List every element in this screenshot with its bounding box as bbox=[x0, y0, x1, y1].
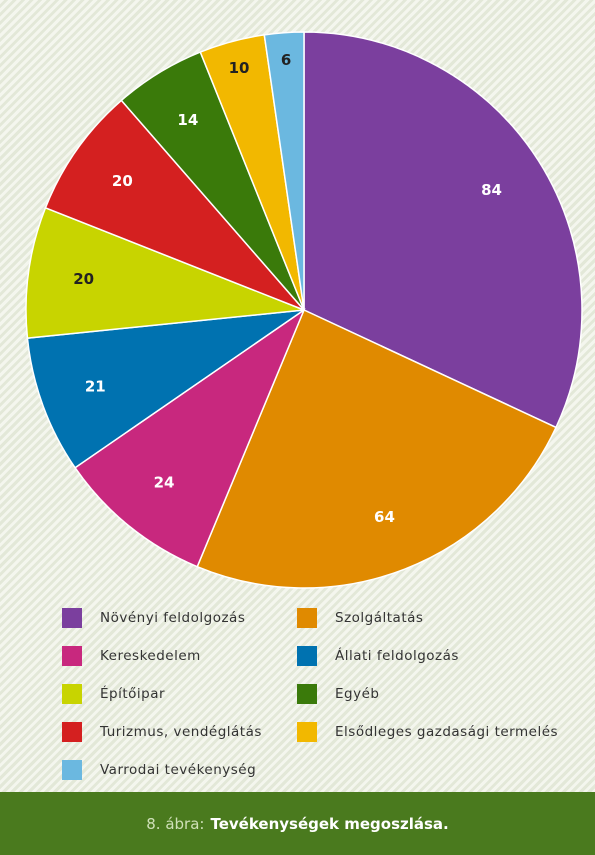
legend-label: Növényi feldolgozás bbox=[100, 610, 245, 626]
pie-slice bbox=[26, 309, 305, 469]
legend-swatch bbox=[62, 760, 82, 780]
chart: 84 64 24 21 20 20 14 10 6 Növényi feldolgozás Szol… bbox=[25, 31, 583, 780]
data-label: 24 bbox=[154, 473, 175, 491]
pie-slice bbox=[263, 31, 305, 311]
pie-slice bbox=[196, 308, 557, 589]
data-label: 84 bbox=[481, 181, 502, 199]
legend-swatch bbox=[62, 646, 82, 666]
pie-slice bbox=[25, 206, 305, 340]
legend-label: Egyéb bbox=[335, 686, 379, 702]
legend-swatch bbox=[297, 646, 317, 666]
data-label: 14 bbox=[177, 111, 198, 129]
legend-label: Kereskedelem bbox=[100, 648, 201, 664]
data-label: 21 bbox=[85, 377, 106, 395]
data-label: 64 bbox=[374, 508, 395, 526]
legend-label: Szolgáltatás bbox=[335, 610, 423, 626]
legend-swatch bbox=[297, 722, 317, 742]
pie-slice bbox=[303, 31, 583, 429]
legend-label: Elsődleges gazdasági termelés bbox=[335, 724, 558, 740]
legend-label: Építőipar bbox=[100, 685, 165, 702]
data-label: 6 bbox=[281, 51, 291, 69]
pie-slice bbox=[44, 99, 305, 311]
legend-swatch bbox=[62, 722, 82, 742]
legend-swatch bbox=[297, 608, 317, 628]
figure-label: 8. ábra: bbox=[146, 814, 205, 833]
chart-title: Tevékenységek megoszlása. bbox=[210, 814, 449, 833]
legend-swatch bbox=[297, 684, 317, 704]
pie-slice bbox=[74, 307, 306, 568]
data-label: 20 bbox=[112, 172, 133, 190]
legend-label: Varrodai tevékenység bbox=[100, 762, 256, 778]
caption-bar: 8. ábra: Tevékenységek megoszlása. bbox=[0, 792, 595, 855]
legend-swatch bbox=[62, 608, 82, 628]
data-label: 20 bbox=[73, 270, 94, 288]
legend-label: Állati feldolgozás bbox=[335, 647, 459, 664]
data-label: 10 bbox=[229, 59, 250, 77]
legend-label: Turizmus, vendéglátás bbox=[99, 724, 262, 740]
legend-swatch bbox=[62, 684, 82, 704]
